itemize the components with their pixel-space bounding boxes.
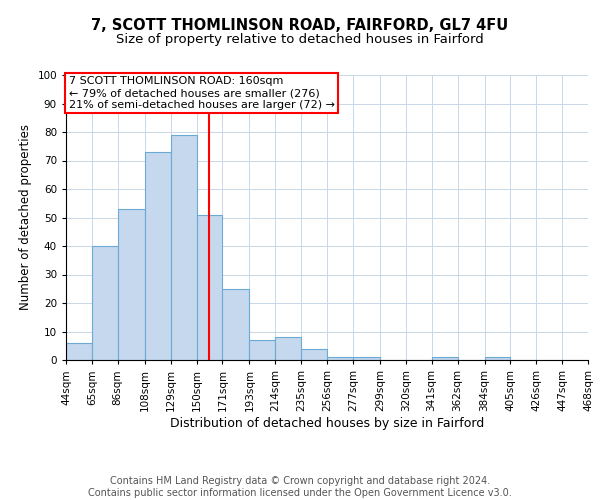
- Bar: [301, 348, 327, 360]
- Bar: [118, 209, 145, 360]
- Bar: [170, 135, 197, 360]
- Bar: [485, 357, 511, 360]
- Text: Size of property relative to detached houses in Fairford: Size of property relative to detached ho…: [116, 32, 484, 46]
- Bar: [197, 214, 223, 360]
- Text: Contains HM Land Registry data © Crown copyright and database right 2024.
Contai: Contains HM Land Registry data © Crown c…: [88, 476, 512, 498]
- Y-axis label: Number of detached properties: Number of detached properties: [19, 124, 32, 310]
- Bar: [327, 357, 353, 360]
- Bar: [145, 152, 170, 360]
- Text: 7 SCOTT THOMLINSON ROAD: 160sqm
← 79% of detached houses are smaller (276)
21% o: 7 SCOTT THOMLINSON ROAD: 160sqm ← 79% of…: [68, 76, 335, 110]
- Bar: [353, 357, 380, 360]
- X-axis label: Distribution of detached houses by size in Fairford: Distribution of detached houses by size …: [170, 416, 484, 430]
- Text: 7, SCOTT THOMLINSON ROAD, FAIRFORD, GL7 4FU: 7, SCOTT THOMLINSON ROAD, FAIRFORD, GL7 …: [91, 18, 509, 32]
- Bar: [431, 357, 458, 360]
- Bar: [66, 343, 92, 360]
- Bar: [275, 337, 301, 360]
- Bar: [92, 246, 118, 360]
- Bar: [250, 340, 275, 360]
- Bar: [223, 289, 250, 360]
